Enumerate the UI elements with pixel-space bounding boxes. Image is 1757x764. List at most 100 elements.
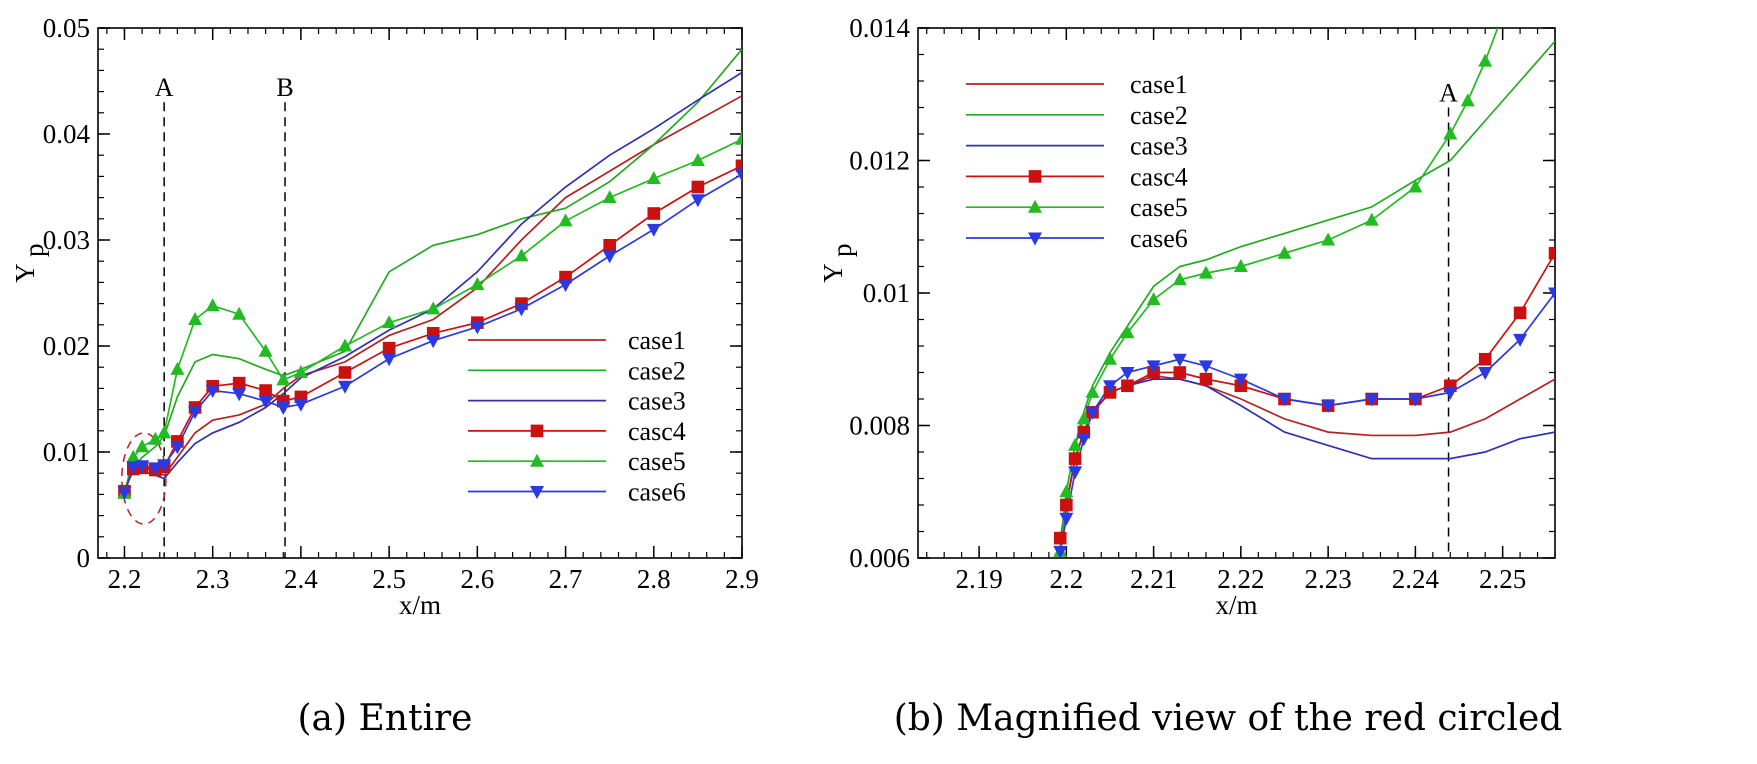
data-point-case6 <box>135 460 150 474</box>
data-point-case6 <box>258 395 273 409</box>
legend-label-case3: case3 <box>628 387 686 416</box>
data-point-case6 <box>1513 333 1528 347</box>
data-point-case6 <box>1277 393 1292 407</box>
legend-label-case1: case1 <box>628 326 686 355</box>
x-tick-label: 2.9 <box>725 564 759 594</box>
y-tick-label: 0.02 <box>43 331 90 361</box>
data-point-case6 <box>1408 393 1423 407</box>
reference-label: B <box>276 73 293 102</box>
y-axis-title-sub: p <box>827 244 857 258</box>
data-point-case5 <box>514 248 529 262</box>
data-point-case6 <box>735 168 742 182</box>
highlight-circle <box>121 432 167 525</box>
data-point-case6 <box>1443 386 1458 400</box>
data-point-case6 <box>1076 433 1091 447</box>
data-point-case5 <box>1146 292 1161 306</box>
data-point-case6 <box>205 385 220 399</box>
legend-label-case6: case6 <box>628 478 686 507</box>
x-tick-label: 2.4 <box>284 564 318 594</box>
reference-label: A <box>155 73 174 102</box>
plot-area <box>1053 28 1555 558</box>
data-point-case6 <box>1068 466 1083 480</box>
data-point-case5 <box>1085 384 1100 398</box>
legend-label-case2: case2 <box>1130 101 1188 130</box>
data-point-case5 <box>426 301 441 315</box>
data-point-case6 <box>382 353 397 367</box>
y-tick-label: 0.012 <box>849 146 910 176</box>
data-point-case5 <box>1172 272 1187 286</box>
data-point-case5 <box>148 431 163 445</box>
data-point-case5 <box>258 343 273 357</box>
data-point-case6 <box>1172 353 1187 367</box>
data-point-case5 <box>1321 232 1336 246</box>
data-point-case5 <box>1198 265 1213 279</box>
x-tick-label: 2.7 <box>549 564 583 594</box>
series-line-case5 <box>1059 28 1499 552</box>
y-axis-title-main: Y <box>818 263 848 283</box>
legend-marker-case5 <box>1028 199 1042 213</box>
y-tick-label: 0.01 <box>863 278 910 308</box>
data-point-case5 <box>1233 259 1248 272</box>
reference-label: A <box>1439 79 1458 108</box>
series-line-case6 <box>1059 292 1555 552</box>
data-point-case5 <box>1443 126 1458 140</box>
data-point-case6 <box>1085 406 1100 420</box>
data-point-case5 <box>1059 484 1074 498</box>
data-point-case6 <box>338 380 353 394</box>
data-point-case6 <box>1321 400 1336 414</box>
data-point-case5 <box>157 425 172 439</box>
x-tick-label: 2.23 <box>1304 564 1351 594</box>
data-point-case5 <box>382 315 397 329</box>
x-tick-label: 2.19 <box>955 564 1002 594</box>
legend-marker-case6 <box>530 486 544 499</box>
legend-label-case2: case2 <box>628 356 686 385</box>
data-point-case5 <box>276 372 291 386</box>
data-point-case5 <box>1277 245 1292 259</box>
data-point-case6 <box>1053 545 1068 558</box>
x-axis-title: x/m <box>1215 590 1257 620</box>
y-tick-label: 0 <box>77 543 91 573</box>
data-point-case6 <box>1478 367 1493 380</box>
data-point-case5 <box>470 277 485 291</box>
data-point-case5 <box>170 361 185 375</box>
data-point-case6 <box>646 223 661 237</box>
data-point-case6 <box>426 335 441 349</box>
data-point-case5 <box>558 213 573 227</box>
data-point-case6 <box>602 250 617 264</box>
data-point-case6 <box>1102 380 1117 394</box>
data-point-case4 <box>259 384 272 397</box>
y-tick-label: 0.04 <box>43 119 91 149</box>
data-point-case5 <box>646 171 661 185</box>
legend-label-case5: case5 <box>628 447 686 476</box>
data-point-case6 <box>470 321 485 335</box>
data-point-case4 <box>1068 452 1082 465</box>
legend-label-case6: case6 <box>1130 224 1188 253</box>
data-point-case6 <box>1059 512 1074 526</box>
data-point-case5 <box>135 439 150 453</box>
data-point-case6 <box>1146 360 1161 374</box>
legend-marker-case4 <box>530 424 544 438</box>
y-tick-label: 0.03 <box>43 225 90 255</box>
x-tick-label: 2.22 <box>1217 564 1264 594</box>
data-point-case4 <box>1173 366 1187 379</box>
data-point-case6 <box>1198 360 1213 374</box>
data-point-case5 <box>1076 411 1091 425</box>
y-tick-label: 0.014 <box>849 13 910 43</box>
legend-label-case4: casc4 <box>628 417 686 446</box>
data-point-case6 <box>157 459 172 473</box>
data-point-case4 <box>382 341 396 355</box>
data-point-case4 <box>1053 531 1067 545</box>
y-tick-label: 0.008 <box>849 411 910 441</box>
chart-b: 2.19 2.2 2.21 2.22 2.23 2.24 2.25 0.006 0.008 0.0… <box>818 13 1556 620</box>
data-point-case6 <box>276 401 291 415</box>
data-point-case5 <box>293 365 308 378</box>
data-point-case4 <box>1513 306 1527 320</box>
data-point-case5 <box>1068 437 1083 451</box>
y-axis-title: Yp <box>818 244 857 283</box>
data-point-case4 <box>1199 372 1213 386</box>
data-point-case5 <box>1478 53 1493 67</box>
caption-b: (b) Magnified view of the red circled <box>894 698 1563 739</box>
data-point-case6 <box>1233 373 1248 387</box>
data-point-case6 <box>1120 367 1135 380</box>
